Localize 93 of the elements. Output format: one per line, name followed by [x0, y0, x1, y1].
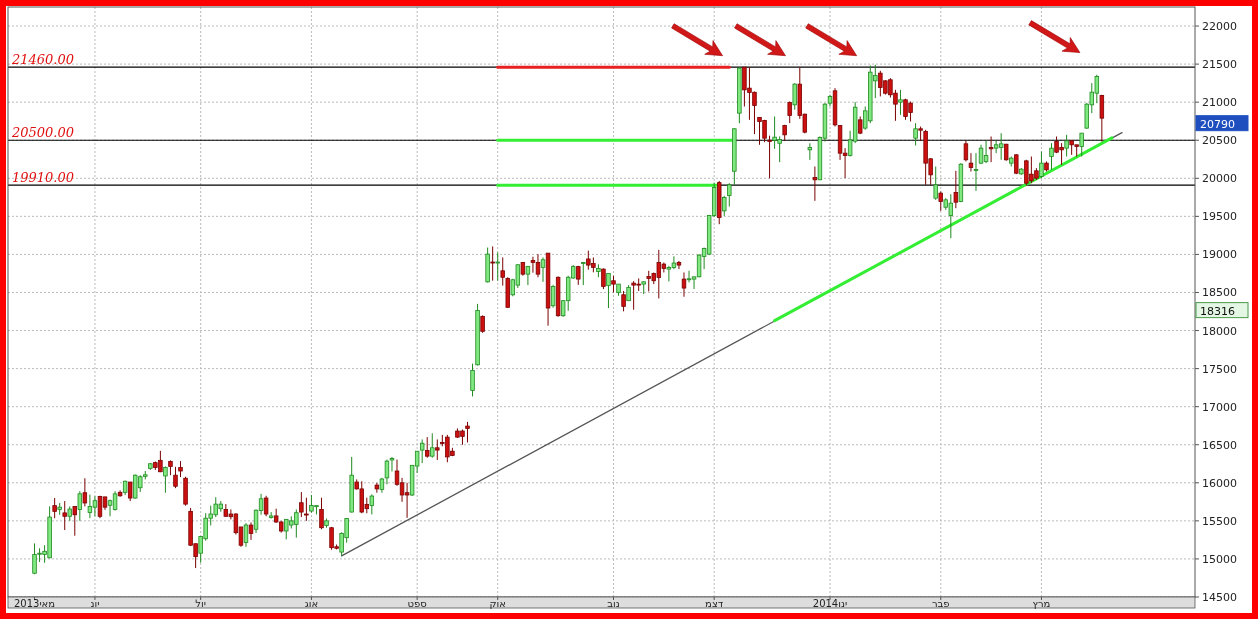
- y-tick-label: 16500: [1202, 438, 1237, 452]
- y-tick-label: 17000: [1202, 400, 1237, 414]
- y-tick-label: 18000: [1202, 324, 1237, 338]
- candlestick: [369, 493, 375, 515]
- candlestick: [933, 165, 938, 201]
- x-tick-label: יונ: [90, 597, 100, 609]
- y-tick-label: 19500: [1202, 210, 1237, 224]
- candlestick: [807, 142, 813, 161]
- x-tick-label: מרץ: [1032, 597, 1051, 609]
- candlestick: [938, 190, 943, 212]
- candlestick: [606, 272, 611, 309]
- candlestick: [72, 505, 78, 537]
- x-tick-label: דצמ: [705, 597, 724, 609]
- candlestick: [82, 477, 88, 507]
- x-tick-label: ספט: [407, 597, 427, 609]
- x-tick-label: אוג: [304, 597, 319, 609]
- candlestick: [500, 256, 505, 287]
- candlestick: [435, 438, 440, 461]
- candlestick: [898, 89, 903, 116]
- candlestick: [117, 489, 123, 498]
- candlestick: [470, 363, 475, 397]
- ref-line-label: 20500.00: [11, 125, 75, 141]
- candlestick: [767, 135, 772, 179]
- candlestick: [601, 267, 606, 290]
- candlestick: [304, 497, 309, 522]
- candlestick: [495, 252, 500, 282]
- y-tick-label: 15500: [1202, 514, 1237, 528]
- candlestick: [1064, 134, 1069, 158]
- y-tick-label: 20500: [1202, 134, 1237, 148]
- candlestick: [550, 284, 556, 309]
- candlestick: [666, 265, 672, 282]
- candlestick: [530, 256, 536, 274]
- candlestick: [787, 100, 792, 124]
- candlestick: [913, 122, 918, 146]
- y-tick-label: 22000: [1202, 20, 1237, 34]
- candlestick: [792, 82, 797, 111]
- annotation: 18316: [1195, 302, 1249, 319]
- candlestick: [419, 438, 425, 464]
- candlestick: [490, 245, 495, 282]
- candlestick: [998, 132, 1004, 161]
- y-tick-label: 15000: [1202, 552, 1237, 566]
- x-tick-label: מאי2013: [13, 597, 56, 609]
- y-tick-label: 19000: [1202, 248, 1237, 262]
- candlestick: [430, 432, 435, 459]
- candlestick: [953, 170, 959, 209]
- candlestick: [812, 165, 818, 202]
- candlestick: [77, 490, 83, 522]
- candlestick: [676, 260, 682, 270]
- annotation: 20790: [1195, 115, 1249, 132]
- ref-line-label: 21460.00: [11, 52, 75, 68]
- candlestick: [963, 140, 969, 162]
- y-tick-label: 18500: [1202, 286, 1237, 300]
- candlestick: [243, 522, 249, 548]
- candlestick: [299, 491, 304, 518]
- ref-line-label: 19910.00: [12, 170, 75, 186]
- candlestick: [681, 271, 687, 298]
- y-tick-label: 17500: [1202, 362, 1237, 376]
- candlestick: [727, 182, 732, 208]
- candlestick: [319, 497, 324, 530]
- candlestick: [973, 152, 979, 192]
- candlestick: [404, 482, 410, 519]
- x-tick-label: אוק: [489, 597, 506, 609]
- candlestick: [425, 436, 430, 459]
- candlestick: [52, 497, 57, 519]
- x-tick-label: ינו2014: [812, 597, 848, 609]
- candlestick: [1079, 132, 1084, 158]
- y-tick-label: 20000: [1202, 172, 1237, 186]
- candlestick: [163, 465, 168, 494]
- candlestick: [263, 495, 269, 517]
- x-tick-label: נוב: [607, 597, 620, 609]
- candlestick: [540, 256, 546, 283]
- candlestick: [581, 261, 586, 286]
- candlestick: [62, 500, 67, 531]
- candlestick: [722, 195, 727, 217]
- candlestick: [112, 490, 118, 512]
- y-tick-label: 16000: [1202, 476, 1237, 490]
- candlestick: [127, 481, 133, 502]
- y-tick-label: 21500: [1202, 58, 1237, 72]
- candlestick: [87, 494, 93, 519]
- candlestick: [621, 290, 626, 312]
- candlestick: [268, 511, 274, 520]
- candlestick: [1039, 150, 1044, 179]
- candlestick: [173, 466, 178, 489]
- candlestick: [968, 152, 974, 173]
- candlestick: [465, 421, 470, 443]
- candlestick: [983, 140, 989, 164]
- x-tick-label: יול: [195, 597, 206, 609]
- candlestick: [1049, 142, 1054, 171]
- x-tick-label: פבר: [931, 597, 950, 609]
- candlestick: [1099, 94, 1105, 143]
- y-tick-label: 14500: [1202, 591, 1237, 604]
- y-tick-label: 21000: [1202, 96, 1237, 110]
- candlestick: [988, 136, 994, 163]
